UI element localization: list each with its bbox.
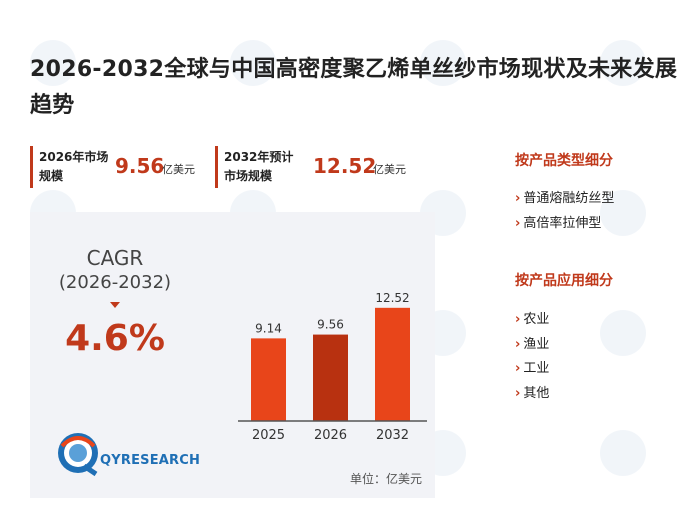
list-item: › 工业 <box>515 357 549 382</box>
x-tick-label: 2032 <box>376 428 409 443</box>
stat-label: 2032年预计市场规模 <box>224 150 294 183</box>
watermark-mark <box>600 430 646 476</box>
qyresearch-logo-icon <box>58 433 98 477</box>
stat-value: 12.52 <box>313 154 377 178</box>
chevron-right-icon: › <box>515 191 521 206</box>
stat-unit: 亿美元 <box>162 163 195 176</box>
chevron-right-icon: › <box>515 215 521 231</box>
segment-by-application-list: › 农业 › 渔业 › 工业 › 其他 <box>515 308 549 406</box>
segment-by-type-title: 按产品类型细分 <box>515 153 613 169</box>
stat-value: 9.56 <box>115 154 165 178</box>
bar-2026 <box>313 334 348 421</box>
segment-item-label: 普通熔融纺丝型 <box>523 191 615 206</box>
watermark-mark <box>30 40 76 86</box>
stat-2032-forecast-market-size: 2032年预计市场规模 12.52 亿美元 <box>215 146 415 188</box>
chevron-right-icon: › <box>515 385 521 401</box>
chart-unit-note: 单位：亿美元 <box>350 472 423 486</box>
list-item: › 农业 <box>515 308 549 333</box>
data-label: 9.14 <box>255 321 282 335</box>
watermark-mark <box>600 310 646 356</box>
segment-item-label: 高倍率拉伸型 <box>523 215 602 231</box>
segment-item-label: 其他 <box>523 385 550 401</box>
stat-2026-market-size: 2026年市场规模 9.56 亿美元 <box>30 146 210 188</box>
segment-item-label: 农业 <box>523 312 550 327</box>
data-label: 12.52 <box>375 291 409 305</box>
bar-2025 <box>251 338 286 421</box>
bar-2032 <box>375 307 410 421</box>
page-title: 2026-2032全球与中国高密度聚乙烯单丝纱市场现状及未来发展趋势 <box>30 57 678 118</box>
list-item: › 渔业 <box>515 333 549 358</box>
cagr-label: CAGR <box>86 246 144 270</box>
segment-item-label: 工业 <box>523 361 550 376</box>
watermark-mark <box>420 40 466 86</box>
cagr-range: (2026-2032) <box>58 272 172 293</box>
stat-unit: 亿美元 <box>373 163 406 176</box>
cagr-arrow-icon <box>110 302 120 308</box>
cagr-value: 4.6% <box>65 318 165 359</box>
chevron-right-icon: › <box>515 336 521 352</box>
list-item: › 普通熔融纺丝型 <box>515 187 614 212</box>
watermark-mark <box>600 40 646 86</box>
watermark-mark <box>600 190 646 236</box>
stat-label: 2026年市场规模 <box>39 150 109 183</box>
logo-text: QYRESEARCH <box>100 453 201 468</box>
watermark-mark <box>230 40 276 86</box>
chevron-right-icon: › <box>515 312 521 327</box>
segment-by-application-title: 按产品应用细分 <box>515 273 613 289</box>
list-item: › 其他 <box>515 382 549 407</box>
data-label: 9.56 <box>317 318 344 332</box>
segment-item-label: 渔业 <box>523 336 550 352</box>
list-item: › 高倍率拉伸型 <box>515 212 614 237</box>
x-tick-label: 2026 <box>314 428 347 443</box>
x-tick-label: 2025 <box>252 428 285 443</box>
bar-chart: 9.14 2025 9.56 2026 12.52 2032 <box>238 291 427 443</box>
chevron-right-icon: › <box>515 361 521 376</box>
segment-by-type-list: › 普通熔融纺丝型 › 高倍率拉伸型 <box>515 187 614 236</box>
